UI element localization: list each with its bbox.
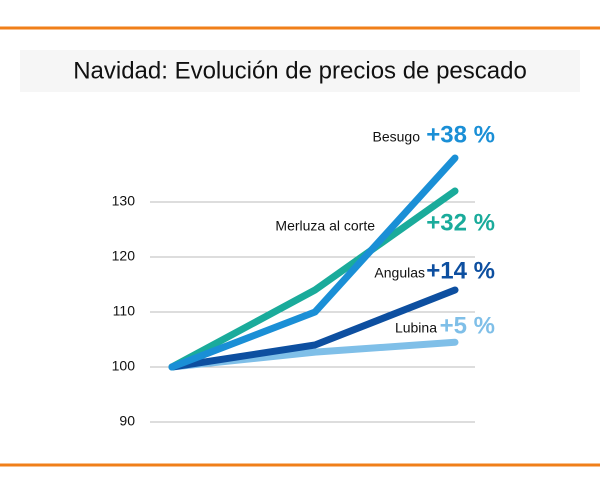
y-tick-label: 100 <box>112 358 136 374</box>
series-line <box>168 286 459 371</box>
series-change: +38 % <box>426 121 495 148</box>
series-name: Angulas <box>374 265 425 281</box>
chart-title: Navidad: Evolución de precios de pescado <box>73 57 527 84</box>
series-change: +14 % <box>426 257 495 284</box>
y-tick-label: 130 <box>112 193 136 209</box>
title-band <box>20 50 580 92</box>
series-name: Besugo <box>373 129 421 145</box>
series-name: Lubina <box>395 320 437 336</box>
y-tick-label: 120 <box>112 248 136 264</box>
series-change: +32 % <box>426 209 495 236</box>
series-line <box>168 187 459 371</box>
series-line <box>168 154 459 371</box>
y-tick-label: 110 <box>113 303 136 319</box>
series-name: Merluza al corte <box>275 218 375 234</box>
series-change: +5 % <box>440 312 495 339</box>
y-tick-label: 90 <box>119 413 135 429</box>
